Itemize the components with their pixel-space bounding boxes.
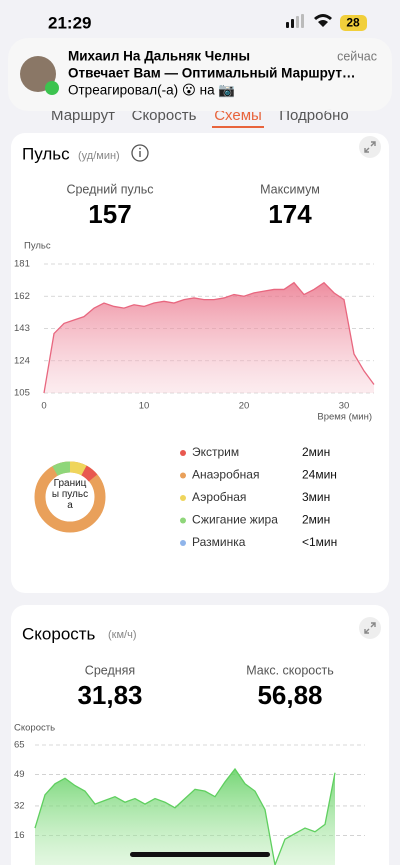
card-unit: (уд/мин) <box>78 150 120 162</box>
x-axis-label: Время (мин) <box>317 412 372 423</box>
card-title: Скорость <box>22 624 96 643</box>
legend-duration: 3мин <box>302 490 330 504</box>
area <box>35 769 335 865</box>
tab[interactable]: Подробно <box>279 107 348 124</box>
zones-donut <box>34 461 106 533</box>
legend-dot <box>180 450 186 456</box>
stat-value: 174 <box>268 199 312 229</box>
clock: 21:29 <box>48 13 91 32</box>
legend-name: Экстрим <box>192 445 239 459</box>
legend-name: Анаэробная <box>192 468 259 482</box>
y-axis-label: Скорость <box>14 723 55 734</box>
legend-duration: 2мин <box>302 445 330 459</box>
x-tick-label: 20 <box>239 401 250 412</box>
card-title: Пульс <box>22 144 70 163</box>
legend-name: Сжигание жира <box>192 513 278 527</box>
y-tick-label: 162 <box>14 291 30 302</box>
tab-underline <box>212 126 264 128</box>
y-tick-label: 105 <box>14 388 30 399</box>
zones-label-box: Границы пульса <box>51 478 89 511</box>
legend-dot <box>180 495 186 501</box>
stat-label: Максимум <box>260 182 320 196</box>
stat-label: Макс. скорость <box>246 663 334 677</box>
x-tick-label: 10 <box>139 401 150 412</box>
y-tick-label: 124 <box>14 355 30 366</box>
stat-value: 157 <box>88 199 131 229</box>
y-axis-label: Пульс <box>24 241 51 252</box>
x-tick-label: 30 <box>339 401 350 412</box>
expand-icon[interactable] <box>359 136 381 158</box>
y-tick-label: 16 <box>14 830 25 841</box>
stat-label: Средняя <box>85 663 135 677</box>
legend-name: Разминка <box>192 535 246 549</box>
battery-level: 28 <box>346 16 360 30</box>
tabs: Маршрут Скорость Схемы Подробно <box>51 107 349 128</box>
legend-duration: 2мин <box>302 513 330 527</box>
y-tick-label: 32 <box>14 800 25 811</box>
legend-dot <box>180 472 186 479</box>
x-tick-label: 0 <box>41 401 46 412</box>
stat-value: 31,83 <box>77 680 142 710</box>
area <box>44 282 374 393</box>
zones-label: Границы пульса <box>51 478 89 511</box>
stat-label: Средний пульс <box>66 182 153 196</box>
legend-dot <box>180 517 186 524</box>
line <box>34 767 336 865</box>
tab-active[interactable]: Схемы <box>214 107 262 124</box>
home-indicator <box>130 852 270 857</box>
notification-body: Отреагировал(-а) 😮 на 📷 <box>68 83 235 98</box>
signal-icons <box>286 14 332 28</box>
info-icon[interactable] <box>131 144 149 162</box>
card-unit: (км/ч) <box>108 629 137 641</box>
y-tick-label: 143 <box>14 323 30 334</box>
legend-name: Аэробная <box>192 490 246 504</box>
line <box>43 281 375 394</box>
stat-value: 56,88 <box>257 680 322 710</box>
notification-sender: Михаил На Дальняк Челны <box>68 49 250 64</box>
battery <box>340 15 367 31</box>
tab[interactable]: Маршрут <box>51 107 115 124</box>
speed-chart: Скорость 16 32 49 65 <box>14 723 365 865</box>
y-tick-label: 181 <box>14 259 30 270</box>
notification-subject: Отвечает Вам — Оптимальный Маршрут… <box>68 66 355 81</box>
notification[interactable] <box>8 38 392 111</box>
app-badge <box>45 81 59 95</box>
notification-time: сейчас <box>337 49 377 63</box>
legend-duration: 24мин <box>302 468 337 482</box>
zones-legend: Экстрим 2мин Анаэробная 24мин Аэробная 3мин Сж… <box>180 445 337 549</box>
legend-dot <box>180 540 186 546</box>
tab[interactable]: Скорость <box>132 107 197 124</box>
legend-duration: <1мин <box>302 535 337 549</box>
expand-icon[interactable] <box>359 617 381 639</box>
avatar <box>20 56 56 92</box>
y-tick-label: 49 <box>14 769 25 780</box>
y-tick-label: 65 <box>14 740 25 751</box>
